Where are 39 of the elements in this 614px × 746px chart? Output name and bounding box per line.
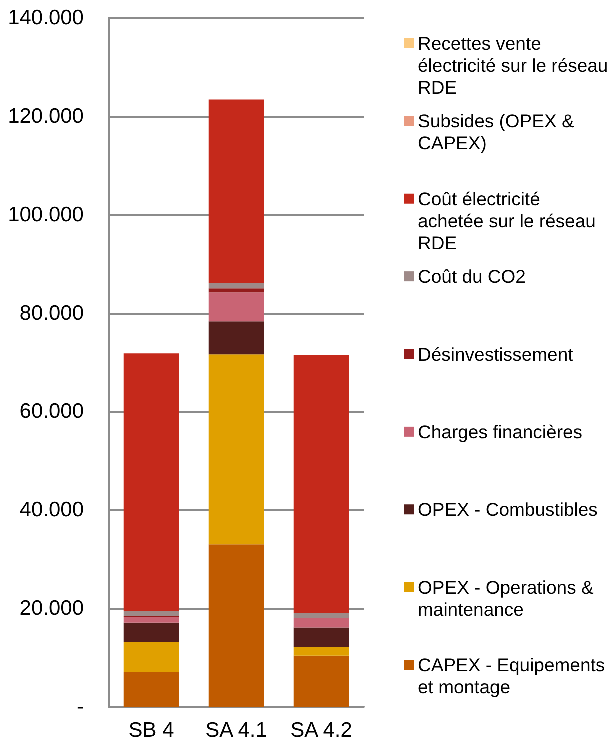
y-tick-label: -	[77, 696, 84, 718]
legend-label: Recettes vente électricité sur le réseau RDE	[418, 33, 608, 98]
bar	[294, 656, 350, 707]
x-tick-label: SB 4	[128, 719, 175, 742]
y-tick-label: 140.000	[8, 6, 84, 30]
bar	[208, 544, 264, 707]
bar	[208, 292, 264, 322]
bar	[208, 100, 264, 284]
bar	[294, 355, 350, 613]
bar	[124, 642, 180, 672]
bar	[208, 288, 264, 293]
bar	[124, 354, 180, 612]
legend-label: OPEX - Combustibles	[418, 499, 598, 520]
legend-label: OPEX - Operations & maintenance	[418, 576, 594, 620]
y-tick-label: 60.000	[20, 400, 84, 424]
legend-label: Coût électricité achetée sur le réseau RDE	[418, 188, 596, 254]
bar	[124, 616, 180, 623]
bar	[208, 283, 264, 289]
x-tick-label: SA 4.2	[290, 719, 352, 742]
legend-label: Désinvestissement	[418, 344, 574, 365]
bar	[208, 322, 264, 355]
bar	[294, 618, 350, 628]
bar	[124, 611, 180, 616]
bar	[294, 613, 350, 618]
bar	[208, 354, 264, 545]
y-tick-label: 20.000	[20, 597, 84, 620]
bar	[294, 646, 350, 656]
legend-label: CAPEX - Equipements et montage	[418, 654, 606, 698]
y-tick-label: 40.000	[20, 498, 84, 522]
x-tick-label: SA 4.1	[206, 719, 268, 742]
bar	[124, 622, 180, 642]
y-tick-label: 100.000	[8, 203, 84, 226]
legend-label: Subsides (OPEX & CAPEX)	[418, 110, 575, 154]
bar	[124, 672, 180, 707]
y-tick-label: 80.000	[20, 302, 84, 325]
bar	[294, 628, 350, 647]
legend-label: Coût du CO2	[418, 266, 526, 288]
y-tick-label: 120.000	[8, 104, 84, 128]
legend-label: Charges financières	[418, 421, 583, 442]
